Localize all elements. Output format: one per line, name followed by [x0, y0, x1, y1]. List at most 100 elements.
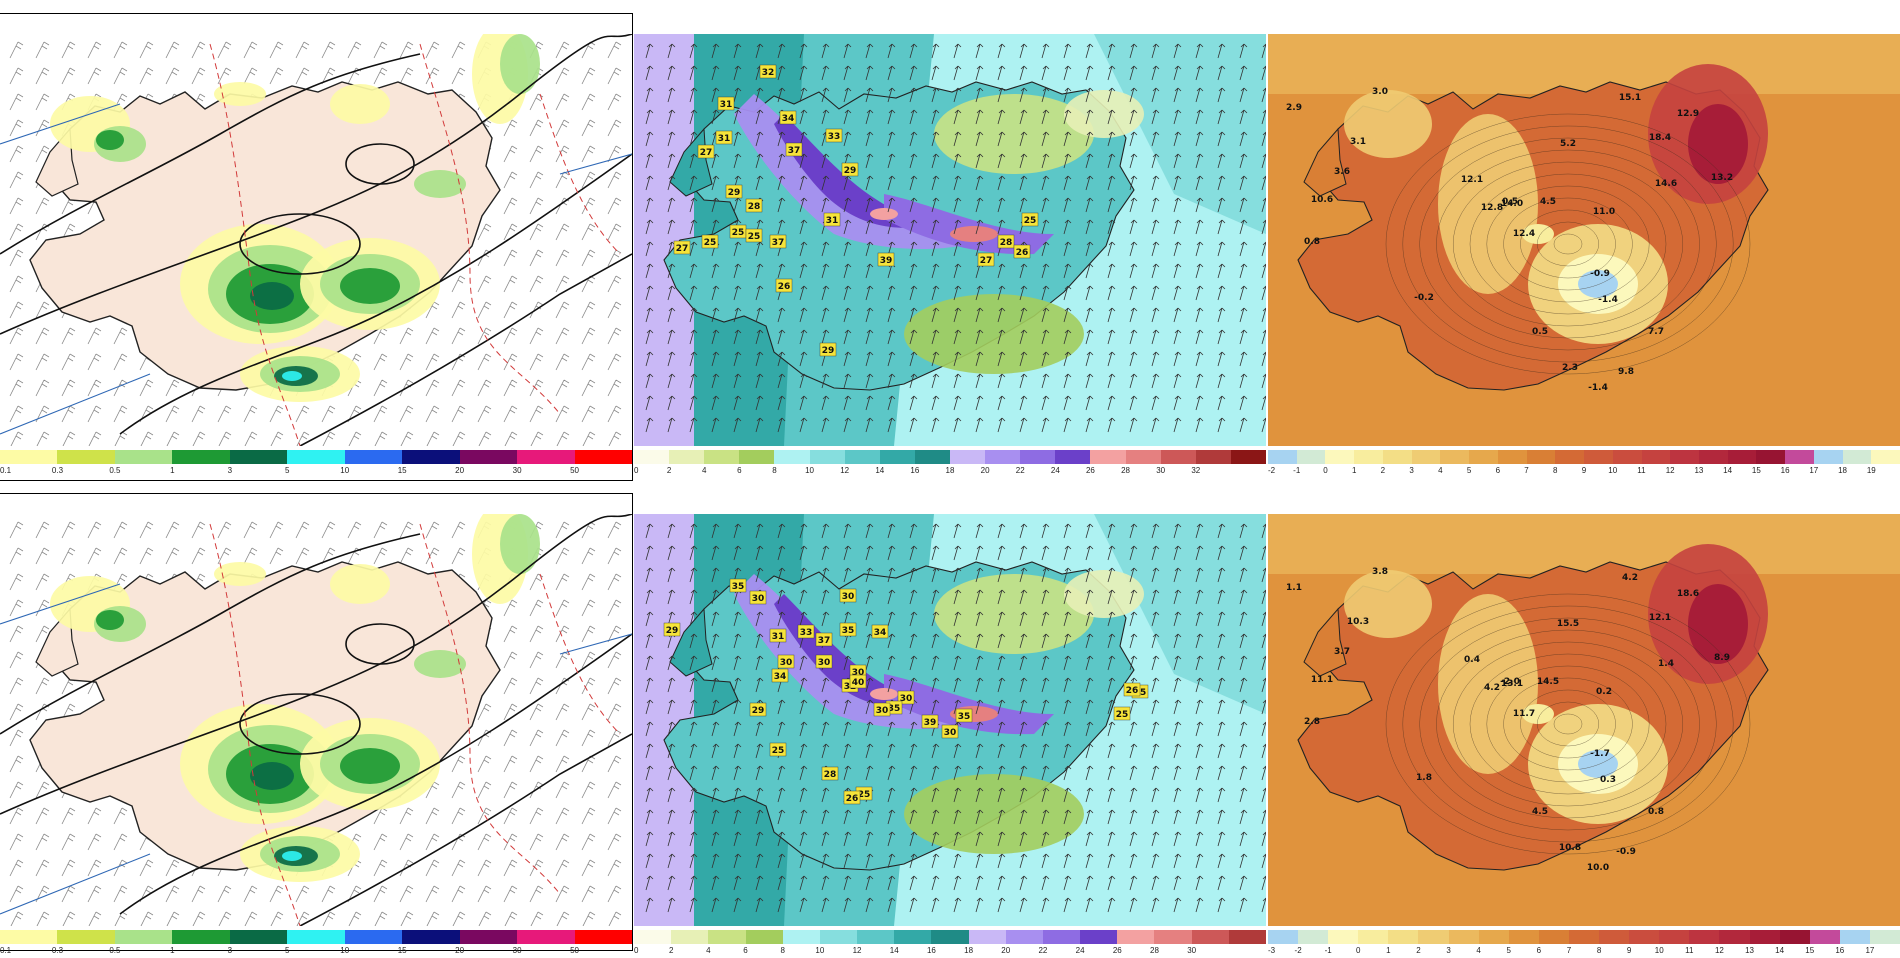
- gust-value-text: 35: [842, 626, 855, 636]
- colorbar-segment: [1469, 450, 1498, 464]
- map-area: 3530312933343037303534303032302935403539…: [634, 514, 1266, 926]
- colorbar-segment: [172, 930, 230, 944]
- temperature-value: 12.4: [1513, 229, 1535, 239]
- colorbar-segment: [57, 450, 115, 464]
- temperature-value: 11.7: [1513, 709, 1535, 719]
- colorbar-tick: 0.5: [109, 466, 121, 475]
- gust-value-text: 29: [666, 626, 679, 636]
- colorbar-ticks: 0 2 4 6 8 10 12 14 16 18 20 22 24 26 28 30: [634, 946, 1266, 958]
- colorbar-segment: [1418, 930, 1449, 944]
- colorbar-tick: 32: [1191, 466, 1201, 475]
- colorbar-tick: 15: [397, 946, 407, 955]
- temperature-value: 0.2: [1596, 687, 1612, 697]
- temperature-value: 1.4: [1658, 659, 1674, 669]
- gust-value-text: 28: [1000, 238, 1013, 248]
- colorbar-tick: 50: [570, 466, 579, 475]
- colorbar-tick: 20: [455, 466, 465, 475]
- map-area: [0, 34, 632, 446]
- colorbar-segment: [634, 450, 670, 464]
- colorbar-segment: [1298, 930, 1329, 944]
- colorbar-segment: [57, 930, 115, 944]
- colorbar-segment: [1599, 930, 1630, 944]
- colorbar-tick: 6: [1536, 946, 1542, 955]
- colorbar-tick: 30: [512, 466, 522, 475]
- temperature-value: 4.5: [1532, 807, 1548, 817]
- colorbar-segment: [1020, 450, 1056, 464]
- gust-value-label: 33: [797, 624, 815, 639]
- temperature-value: 10.0: [1587, 863, 1609, 873]
- gust-value-text: 26: [1126, 686, 1139, 696]
- isobars: [0, 514, 632, 926]
- panel-temp-uwc: 3.8 1.1 10.3 3.7 11.1 2.8 0.4 4.2 13.1 11.7 15.5 4.…: [1268, 494, 1900, 955]
- temperature-value: 9.8: [1618, 367, 1634, 377]
- colorbar-tick: 9: [1626, 946, 1632, 955]
- colorbar-tick: 24: [1050, 466, 1060, 475]
- panel-header: [636, 494, 1262, 512]
- colorbar-tick: 5: [1506, 946, 1511, 955]
- colorbar-segment: [1382, 450, 1412, 464]
- colorbar-tick: 12: [1714, 946, 1724, 955]
- temperature-value: 3.7: [1334, 647, 1350, 657]
- gust-value-text: 40: [852, 678, 865, 688]
- gust-value-text: 33: [828, 132, 841, 142]
- colorbar-segment: [914, 450, 950, 464]
- gust-value-label: 28: [745, 198, 763, 213]
- gust-value-label: 30: [897, 690, 915, 705]
- colorbar-tick: 20: [980, 466, 990, 475]
- gust-value-text: 27: [700, 148, 713, 158]
- colorbar-ticks: -2 -1 0 1 2 3 4 5 6 7 8 9 10 11 12 13 14 15 16 17 18 19: [1268, 466, 1900, 478]
- colorbar-tick: 18: [945, 466, 955, 475]
- colorbar-segment: [1440, 450, 1470, 464]
- colorbar-tick: 15: [1751, 466, 1761, 475]
- gust-value-text: 37: [818, 636, 831, 646]
- gust-value-label: 35: [729, 578, 747, 593]
- temperature-value: 3.1: [1350, 137, 1366, 147]
- temperature-value: 5.2: [1560, 139, 1576, 149]
- colorbar-segment: [517, 450, 575, 464]
- colorbar-tick: 24: [1075, 946, 1085, 955]
- gust-value-text: 30: [842, 592, 855, 602]
- colorbar-tick: 4: [701, 466, 707, 475]
- gust-value-label: 30: [749, 590, 767, 605]
- colorbar-segment: [1641, 450, 1671, 464]
- colorbar-tick: 0.3: [51, 946, 64, 955]
- gust-value-text: 25: [704, 238, 717, 248]
- gust-value-text: 25: [858, 790, 871, 800]
- colorbar-segment: [1584, 450, 1613, 464]
- colorbar-tick: -3: [1268, 946, 1276, 955]
- colorbar-tick: 14: [1775, 946, 1785, 955]
- colorbar-tick: 8: [772, 466, 777, 475]
- map-area: 32 31 27 31 29 28 34 37 33 29 31 25 37 25 39 27 28 26 25 26…: [634, 34, 1266, 446]
- colorbar: [0, 450, 632, 464]
- temperature-value: 13.1: [1501, 679, 1523, 689]
- colorbar-segment: [1125, 450, 1161, 464]
- colorbar-segment: [1670, 450, 1700, 464]
- colorbar-tick: 10: [340, 946, 350, 955]
- gust-value-text: 29: [822, 346, 835, 356]
- temperature-value: 12.1: [1461, 175, 1483, 185]
- gust-value-label: 39: [921, 714, 939, 729]
- colorbar-tick: 17: [1809, 466, 1819, 475]
- colorbar-segment: [574, 450, 632, 464]
- colorbar-tick: 16: [1780, 466, 1790, 475]
- temperature-value: -0.9: [1590, 269, 1610, 279]
- colorbar-tick: 18: [964, 946, 974, 955]
- colorbar-segment: [1411, 450, 1441, 464]
- colorbar-segment: [1388, 930, 1419, 944]
- colorbar-segment: [782, 930, 820, 944]
- colorbar-segment: [968, 930, 1006, 944]
- colorbar-segment: [1191, 930, 1229, 944]
- colorbar-tick: 2: [1380, 466, 1386, 475]
- colorbar-segment: [287, 930, 345, 944]
- gust-value-label: 30: [941, 724, 959, 739]
- temperature-value: 14.6: [1655, 179, 1677, 189]
- panel-header: [1270, 494, 1896, 512]
- colorbar-segment: [857, 930, 895, 944]
- gust-value-text: 29: [752, 706, 765, 716]
- colorbar-segment: [708, 930, 746, 944]
- colorbar-tick: 12: [840, 466, 850, 475]
- temperature-value: 12.9: [1677, 109, 1699, 119]
- gust-value-text: 25: [1024, 216, 1037, 226]
- gust-value-label: 37: [769, 234, 787, 249]
- colorbar-segment: [1839, 930, 1870, 944]
